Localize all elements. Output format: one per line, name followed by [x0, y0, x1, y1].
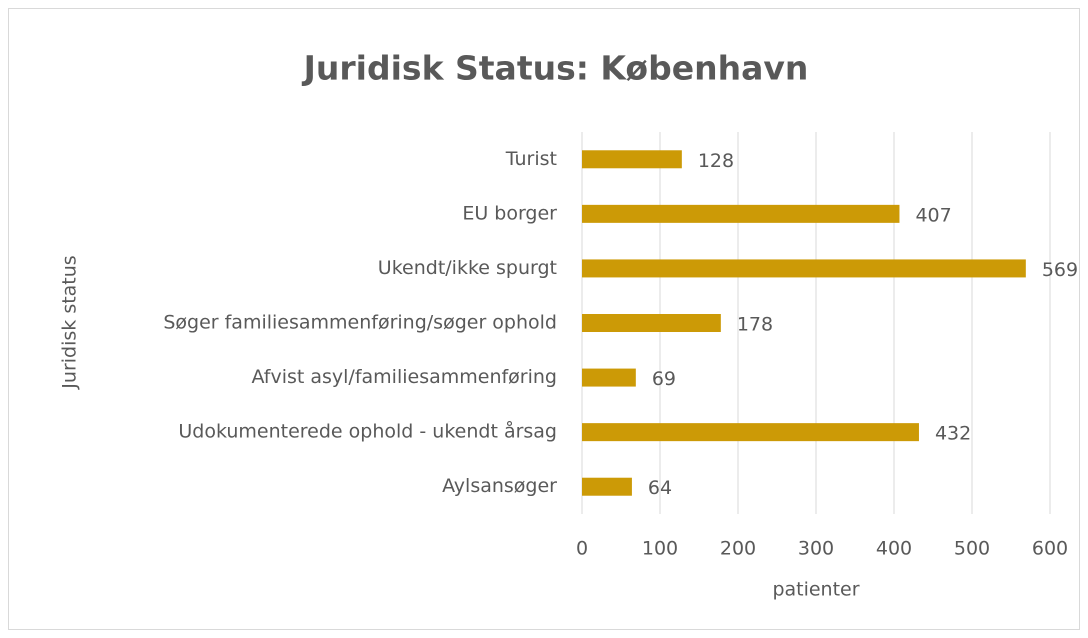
x-tick-label: 400 — [876, 538, 912, 560]
data-label: 128 — [698, 150, 734, 172]
y-axis-label: Juridisk status — [59, 255, 81, 389]
bar — [582, 314, 721, 332]
bar — [582, 150, 682, 169]
bar — [582, 477, 632, 496]
y-tick-label: Udokumenterede ophold - ukendt årsag — [178, 420, 557, 443]
x-tick-label: 300 — [798, 538, 834, 560]
data-label: 407 — [915, 204, 951, 226]
data-label: 569 — [1042, 259, 1078, 281]
data-label: 178 — [737, 314, 773, 336]
bar — [582, 423, 919, 442]
x-axis-label: patienter — [772, 579, 859, 601]
y-tick-label: Søger familiesammenføring/søger ophold — [163, 312, 557, 334]
chart-title: Juridisk Status: København — [302, 49, 809, 88]
data-label: 432 — [935, 423, 971, 445]
chart-border — [8, 8, 1080, 630]
x-tick-label: 500 — [954, 538, 990, 560]
x-tick-label: 0 — [576, 538, 588, 560]
x-tick-label: 100 — [642, 538, 678, 560]
y-tick-label: Afvist asyl/familiesammenføring — [251, 366, 557, 388]
y-tick-label: Aylsansøger — [442, 475, 557, 497]
bar — [582, 259, 1026, 278]
data-label: 69 — [652, 368, 676, 390]
y-tick-label: EU borger — [462, 202, 557, 224]
y-tick-label: Turist — [505, 148, 557, 170]
bar — [582, 204, 900, 223]
bar — [582, 368, 636, 387]
y-tick-label: Ukendt/ikke spurgt — [378, 257, 557, 279]
x-tick-label: 200 — [720, 538, 756, 560]
data-label: 64 — [648, 477, 672, 499]
x-tick-label: 600 — [1032, 538, 1068, 560]
